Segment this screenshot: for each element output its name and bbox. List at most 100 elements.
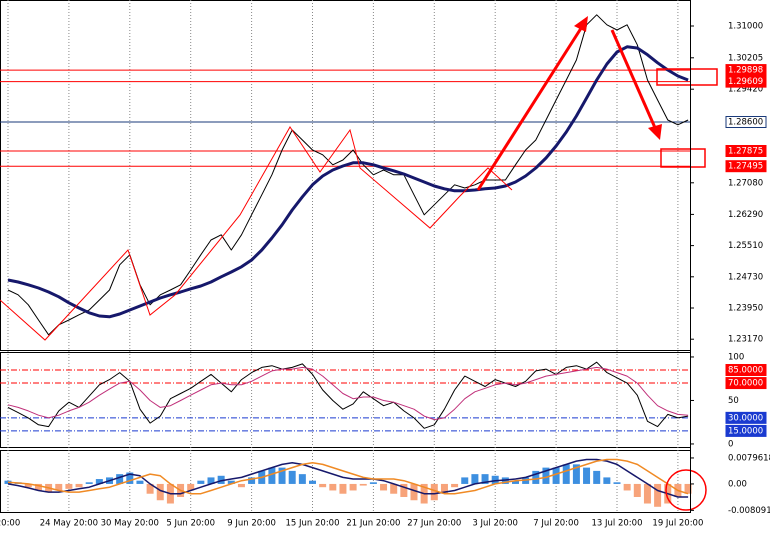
histogram-bar [532, 470, 540, 484]
x-tick-label: 3 Jul 20:00 [472, 519, 518, 529]
level-label: 1.29609 [728, 77, 763, 87]
series-line [7, 366, 689, 421]
level-label: 1.27495 [728, 162, 763, 172]
y-tick-label: 0 [728, 439, 733, 449]
series-line [7, 458, 689, 498]
histogram-bar [400, 483, 408, 497]
level-label-box [725, 116, 767, 128]
x-tick-label: 20:00 [0, 519, 20, 529]
histogram-bar [512, 480, 519, 484]
level-label-box [725, 160, 767, 173]
x-tick-label: 7 Jul 20:00 [533, 519, 579, 529]
histogram-bar [451, 483, 459, 488]
histogram-bar [481, 474, 489, 484]
arrowhead [648, 124, 662, 140]
histogram-bar [268, 467, 276, 484]
target-box [660, 148, 706, 168]
histogram-bar [207, 477, 215, 484]
y-tick-label: 0.00 [728, 479, 747, 489]
histogram-bar [491, 475, 499, 484]
x-tick-label: 13 Jul 20:00 [592, 519, 643, 529]
histogram-bar [471, 474, 479, 484]
y-tick-label: 1.26290 [728, 210, 763, 220]
histogram-bar [684, 483, 692, 494]
histogram-bar [613, 482, 621, 484]
histogram-bar [329, 483, 337, 491]
histogram-bar [339, 483, 347, 494]
histogram-bar [197, 480, 205, 484]
annotations [0, 16, 718, 511]
level-label-box [725, 145, 767, 157]
y-tick-label: 0.0079618 [728, 453, 770, 463]
y-tick-label: 1.29420 [728, 85, 763, 95]
y-tick-label: 1.25510 [728, 241, 763, 251]
histogram-bar [95, 479, 103, 484]
y-tick-label: 1.31000 [728, 22, 763, 32]
histogram-bar [319, 483, 327, 488]
series-line [7, 458, 689, 495]
level-label: 70.0000 [728, 379, 763, 389]
histogram-bar [116, 474, 124, 484]
y-tick-label: 1.23170 [728, 335, 763, 345]
histogram-bar [34, 483, 42, 491]
y-tick-label: 100 [728, 352, 744, 362]
level-label: 15.0000 [728, 426, 763, 436]
x-tick-label: 5 Jun 20:00 [166, 519, 215, 529]
level-label-box [725, 377, 767, 390]
histogram-bar [288, 470, 296, 484]
histogram-bar [633, 483, 641, 497]
histogram-bar [593, 470, 601, 484]
histogram-bar [85, 482, 93, 484]
arrow [476, 21, 587, 191]
histogram-bar [390, 483, 398, 494]
histogram-bar [24, 483, 32, 488]
histogram-bar [380, 483, 388, 491]
level-label: 30.0000 [728, 413, 763, 423]
histogram-bar [237, 483, 245, 488]
x-tick-label: 15 Jun 20:00 [286, 519, 340, 529]
histogram-bar [654, 483, 662, 507]
y-tick-label: 50 [728, 396, 739, 406]
histogram-bar [278, 467, 286, 484]
histogram-bar [623, 483, 631, 491]
series-line [7, 14, 689, 336]
level-label-box [725, 424, 767, 437]
x-tick-label: 21 Jun 20:00 [346, 519, 400, 529]
histogram-bar [562, 464, 570, 484]
histogram-bar [309, 480, 316, 484]
histogram-bar [248, 477, 256, 484]
arrowhead [574, 16, 588, 32]
histogram-bar [359, 483, 367, 486]
histogram-bar [227, 480, 235, 484]
histogram-bar [461, 477, 469, 484]
x-tick-label: 30 May 20:00 [101, 519, 159, 529]
histogram-bar [217, 475, 225, 484]
histogram-bar [55, 483, 63, 491]
highlight-circle [665, 469, 707, 511]
histogram-bar [187, 483, 195, 491]
histogram-bar [440, 483, 448, 494]
y-tick-label: 1.27080 [728, 178, 763, 188]
histogram-bar [136, 480, 144, 484]
level-label: 1.28600 [728, 118, 763, 128]
level-label: 85.0000 [728, 366, 763, 376]
x-tick-label: 9 Jun 20:00 [227, 519, 276, 529]
level-label-box [725, 364, 767, 377]
level-label-box [725, 411, 767, 424]
histogram-bar [369, 482, 377, 484]
level-label-box [725, 75, 767, 88]
y-tick-label: -0.0080917 [728, 506, 770, 516]
x-tick-label: 19 Jul 20:00 [652, 519, 703, 529]
histogram-bar [552, 467, 560, 484]
level-label: 1.29898 [728, 66, 763, 76]
histogram-bar [298, 474, 306, 484]
histogram-bar [572, 464, 580, 484]
histogram-bar [583, 467, 591, 484]
level-label-box [725, 64, 767, 77]
y-tick-label: 1.24730 [728, 272, 763, 282]
y-tick-label: 1.23950 [728, 304, 763, 314]
target-box [656, 68, 718, 86]
series-line [7, 361, 689, 429]
histogram-bar [126, 472, 134, 484]
